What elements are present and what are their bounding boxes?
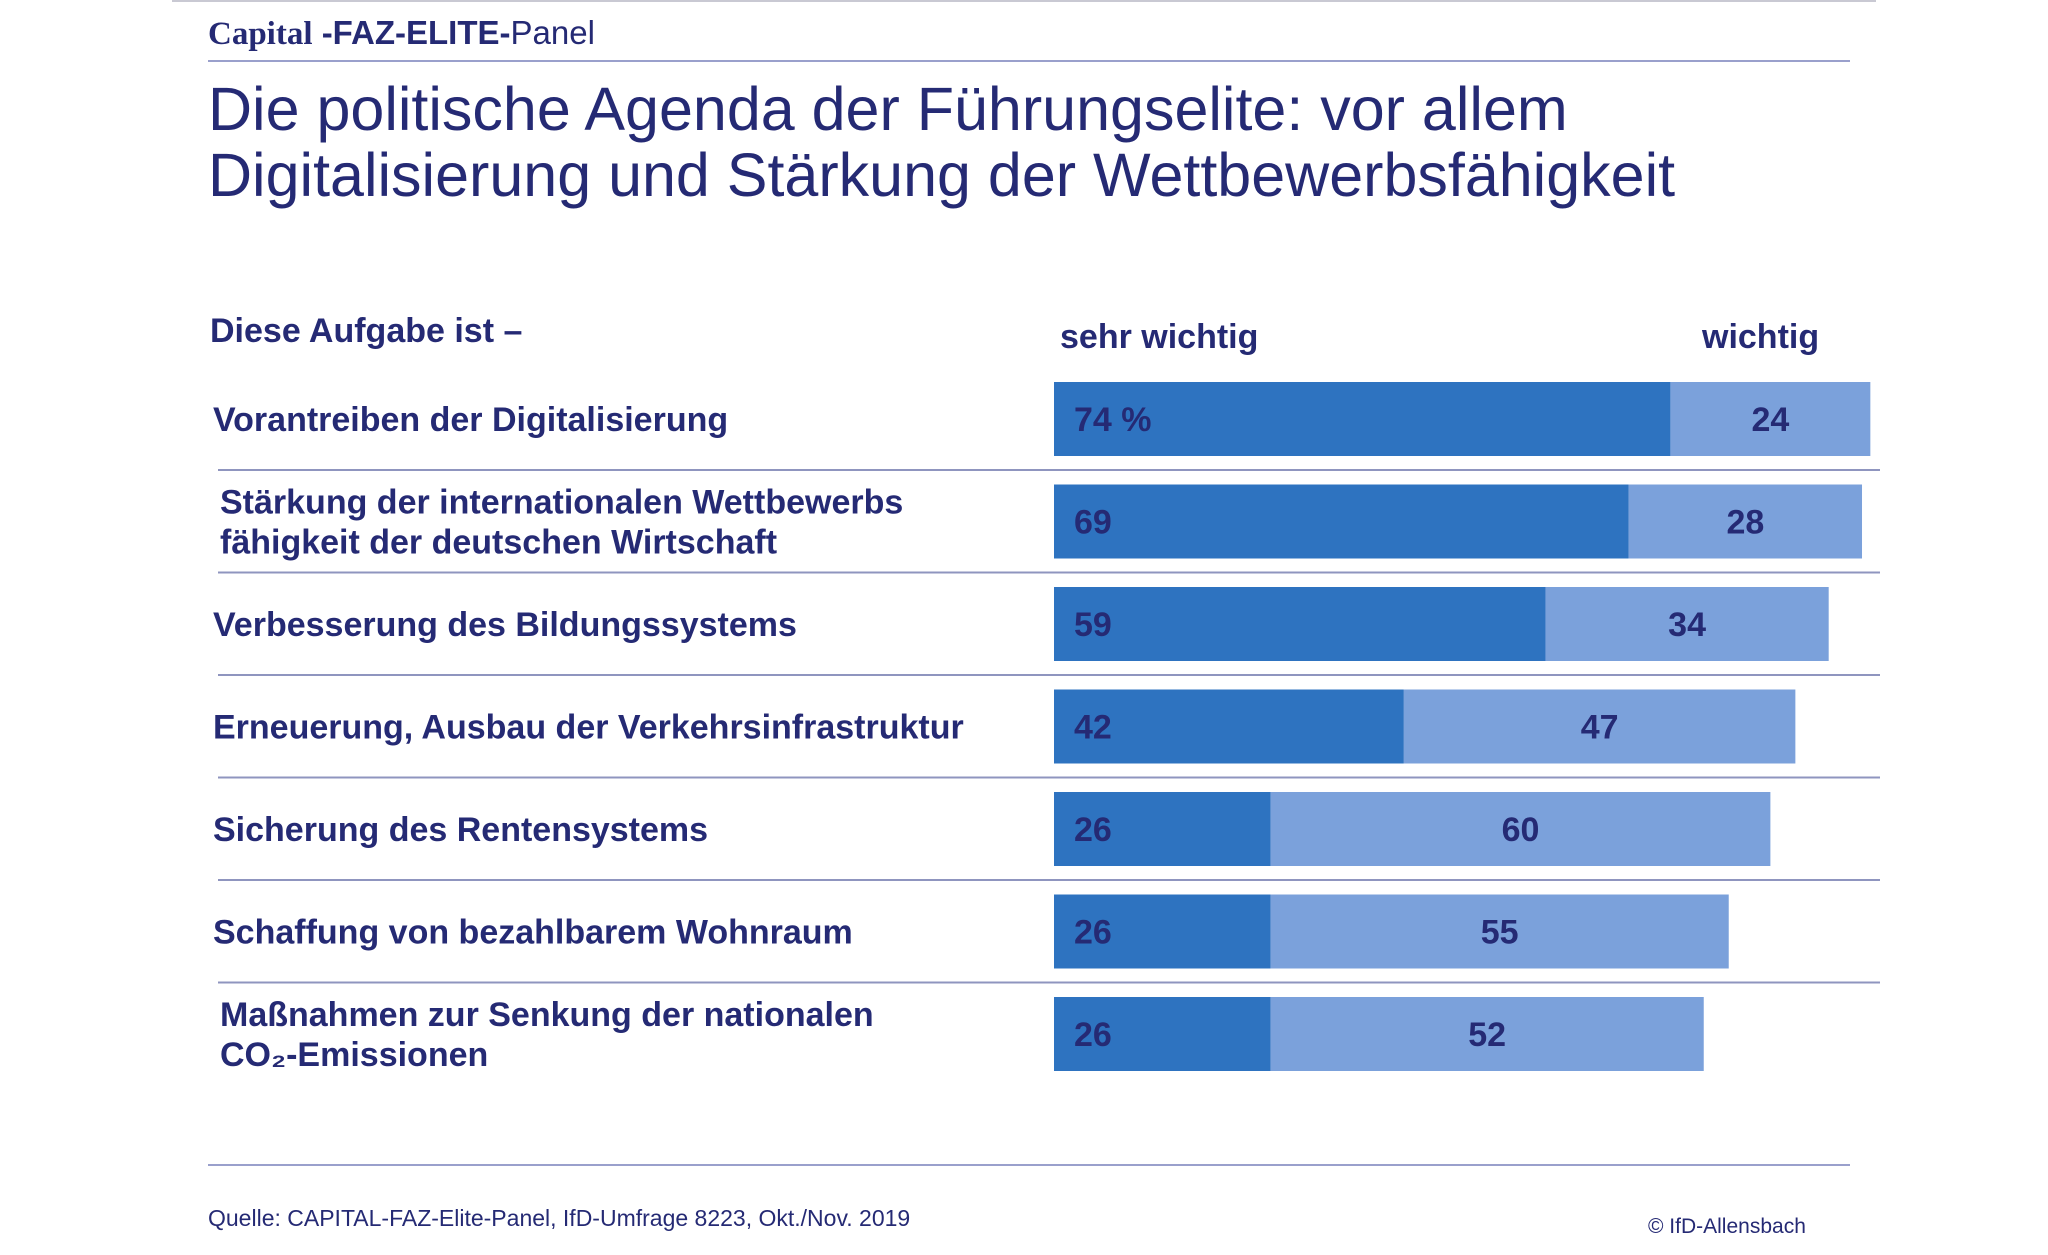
bar-sehr-wichtig-7 [1054,997,1271,1071]
category-label-2-line-1: Stärkung der internationalen Wettbewerbs [220,484,903,522]
value-label-wichtig-4: 47 [1581,709,1619,747]
bar-wichtig-3 [1545,587,1829,661]
value-label-sehr-wichtig-4: 42 [1074,709,1112,747]
category-label-4: Erneuerung, Ausbau der Verkehrsinfrastru… [213,709,964,747]
bar-wichtig-1 [1670,382,1871,456]
copyright-note: © IfD-Allensbach [1648,1215,1806,1238]
bar-sehr-wichtig-5 [1054,792,1271,866]
legend-sehr-wichtig: sehr wichtig [1060,318,1259,356]
header-rule [208,60,1850,62]
bar-sehr-wichtig-6 [1054,894,1271,969]
brand-capital: Capital [208,16,313,52]
legend-wichtig: wichtig [1702,318,1820,356]
bar-sehr-wichtig-4 [1054,689,1404,764]
bar-sehr-wichtig-1 [1054,382,1671,456]
bar-sehr-wichtig-3 [1054,587,1546,661]
page-title: Die politische Agenda der Führungselite:… [208,76,1888,208]
bar-wichtig-4 [1403,689,1796,764]
brand-logo: Capital -FAZ-ELITE-Panel [208,14,595,53]
top-border [172,0,1876,2]
bar-wichtig-6 [1270,894,1729,969]
footer-rule [208,1164,1850,1166]
value-label-wichtig-5: 60 [1502,811,1540,849]
source-note: Quelle: CAPITAL-FAZ-Elite-Panel, IfD-Umf… [208,1205,911,1231]
value-label-wichtig-7: 52 [1468,1016,1506,1054]
bar-wichtig-2 [1628,484,1863,559]
title-line-2: Digitalisierung und Stärkung der Wettbew… [208,141,1676,209]
value-label-wichtig-3: 34 [1668,606,1706,644]
title-line-1: Die politische Agenda der Führungselite:… [208,75,1568,143]
value-label-sehr-wichtig-2: 69 [1074,504,1112,542]
bar-wichtig-7 [1270,997,1704,1071]
category-label-6: Schaffung von bezahlbarem Wohnraum [213,914,853,952]
category-label-7-line-2: CO₂-Emissionen [220,1036,488,1074]
category-label-7-line-1: Maßnahmen zur Senkung der nationalen [220,996,874,1034]
value-label-sehr-wichtig-5: 26 [1074,811,1112,849]
value-label-sehr-wichtig-3: 59 [1074,606,1112,644]
category-label-3: Verbesserung des Bildungssystems [213,606,797,644]
category-label-1: Vorantreiben der Digitalisierung [213,401,728,439]
value-label-wichtig-1: 24 [1751,401,1789,439]
value-label-wichtig-6: 55 [1481,914,1519,952]
value-label-wichtig-2: 28 [1726,504,1764,542]
brand-faz-elite: -FAZ-ELITE- [321,14,511,51]
value-label-sehr-wichtig-6: 26 [1074,914,1112,952]
value-label-sehr-wichtig-7: 26 [1074,1016,1112,1054]
category-label-2-line-2: fähigkeit der deutschen Wirtschaft [220,524,777,562]
bar-sehr-wichtig-2 [1054,484,1629,559]
category-label-5: Sicherung des Rentensystems [213,811,708,849]
bar-wichtig-5 [1270,792,1771,866]
question-header: Diese Aufgabe ist – [210,312,523,350]
brand-panel: Panel [510,14,595,51]
value-label-sehr-wichtig-1: 74 % [1074,401,1152,439]
